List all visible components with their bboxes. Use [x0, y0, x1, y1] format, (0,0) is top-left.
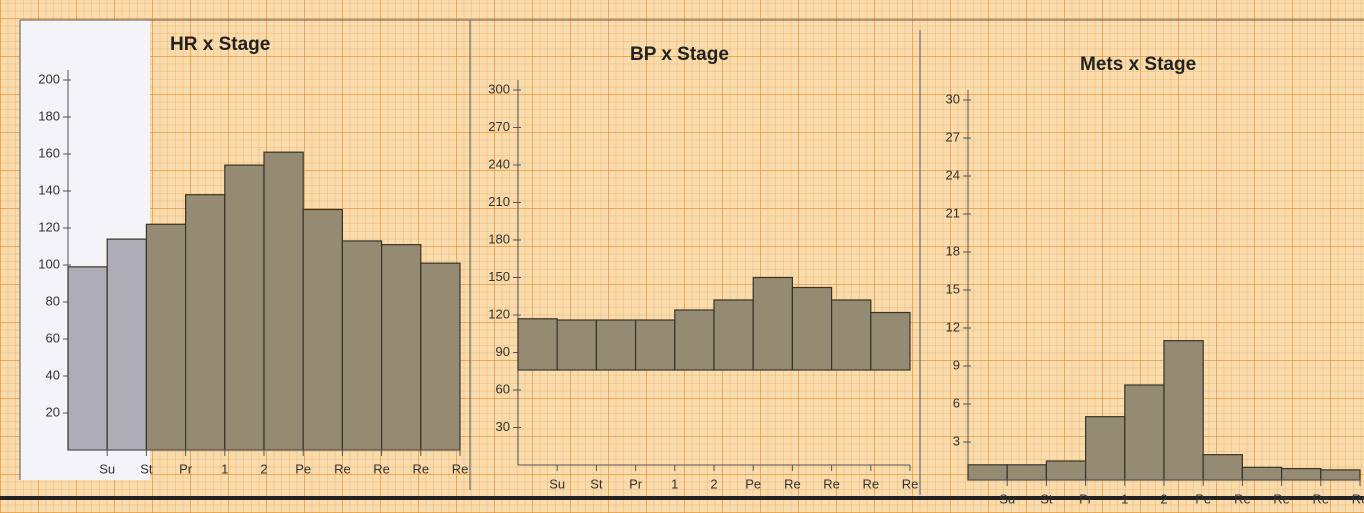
- x-tick-label: Pr: [1079, 491, 1093, 506]
- y-tick-label: 30: [496, 419, 510, 434]
- x-tick-label: Su: [999, 491, 1015, 506]
- range-bar: [595, 319, 637, 371]
- y-tick-label: 40: [46, 367, 60, 382]
- x-tick-label: Re: [902, 476, 919, 491]
- x-tick-label: Re: [452, 461, 469, 476]
- y-tick-label: 210: [488, 194, 510, 209]
- bar: [1202, 454, 1243, 481]
- range-bar: [870, 311, 911, 371]
- x-tick-label: Pe: [295, 461, 311, 476]
- bar: [263, 151, 304, 451]
- bar: [185, 194, 226, 451]
- range-bar: [674, 309, 715, 371]
- chart-title: HR x Stage: [170, 34, 270, 55]
- x-tick-label: 2: [1160, 491, 1167, 506]
- y-tick-label: 80: [46, 293, 60, 308]
- bar: [302, 208, 344, 451]
- x-tick-label: 1: [1121, 491, 1128, 506]
- bar: [67, 266, 108, 451]
- y-tick-label: 3: [953, 433, 960, 448]
- y-tick-label: 120: [488, 306, 510, 321]
- x-tick-label: 1: [671, 476, 678, 491]
- x-tick-label: Pr: [629, 476, 643, 491]
- range-bar: [830, 299, 872, 371]
- y-tick-label: 240: [488, 156, 510, 171]
- bar: [1006, 464, 1048, 481]
- x-tick-label: Re: [1234, 491, 1251, 506]
- bar: [967, 464, 1008, 481]
- x-tick-label: 2: [260, 461, 267, 476]
- x-tick-label: Re: [1352, 491, 1364, 506]
- x-tick-label: Su: [549, 476, 565, 491]
- range-bar: [713, 299, 754, 371]
- x-tick-label: Re: [862, 476, 879, 491]
- y-tick-label: 300: [488, 81, 510, 96]
- bar: [224, 164, 265, 451]
- y-tick-label: 15: [946, 281, 960, 296]
- x-tick-label: St: [590, 476, 603, 491]
- x-tick-label: Re: [784, 476, 801, 491]
- bar: [145, 223, 187, 451]
- bar: [1045, 460, 1087, 481]
- bar: [381, 244, 422, 451]
- x-tick-label: St: [140, 461, 153, 476]
- x-tick-label: Re: [823, 476, 840, 491]
- x-tick-label: Pr: [179, 461, 193, 476]
- x-tick-label: Pe: [1195, 491, 1211, 506]
- y-tick-label: 60: [46, 330, 60, 345]
- range-bar: [556, 319, 598, 371]
- bar: [1163, 340, 1204, 481]
- range-bar: [517, 318, 558, 371]
- bar: [106, 238, 147, 451]
- range-bar: [634, 319, 676, 371]
- x-tick-label: Pe: [745, 476, 761, 491]
- y-tick-label: 12: [946, 319, 960, 334]
- y-tick-label: 180: [488, 231, 510, 246]
- bar: [420, 262, 461, 451]
- y-tick-label: 6: [953, 395, 960, 410]
- bar: [1280, 468, 1322, 481]
- x-tick-label: Re: [373, 461, 390, 476]
- range-bar: [791, 286, 833, 371]
- y-tick-label: 24: [946, 167, 960, 182]
- bar: [1320, 469, 1361, 481]
- y-tick-label: 270: [488, 119, 510, 134]
- y-tick-label: 180: [38, 108, 60, 123]
- y-tick-label: 20: [46, 404, 60, 419]
- bar: [1241, 466, 1283, 481]
- x-tick-label: Su: [99, 461, 115, 476]
- x-tick-label: Re: [1273, 491, 1290, 506]
- bar: [1084, 416, 1126, 481]
- y-tick-label: 120: [38, 219, 60, 234]
- y-tick-label: 27: [946, 129, 960, 144]
- x-tick-label: 2: [710, 476, 717, 491]
- y-tick-label: 100: [38, 256, 60, 271]
- y-tick-label: 90: [496, 344, 510, 359]
- chart-title: Mets x Stage: [1080, 54, 1196, 75]
- y-tick-label: 18: [946, 243, 960, 258]
- y-tick-label: 140: [38, 182, 60, 197]
- range-bar: [752, 276, 794, 371]
- x-tick-label: Re: [334, 461, 351, 476]
- x-tick-label: Re: [1312, 491, 1329, 506]
- x-tick-label: St: [1040, 491, 1053, 506]
- bar: [1124, 384, 1165, 481]
- y-tick-label: 30: [946, 91, 960, 106]
- bar: [341, 240, 383, 451]
- x-tick-label: 1: [221, 461, 228, 476]
- chart-title: BP x Stage: [630, 44, 729, 65]
- y-tick-label: 60: [496, 381, 510, 396]
- y-tick-label: 21: [946, 205, 960, 220]
- y-tick-label: 200: [38, 71, 60, 86]
- y-tick-label: 150: [488, 269, 510, 284]
- x-tick-label: Re: [412, 461, 429, 476]
- y-tick-label: 160: [38, 145, 60, 160]
- y-tick-label: 9: [953, 357, 960, 372]
